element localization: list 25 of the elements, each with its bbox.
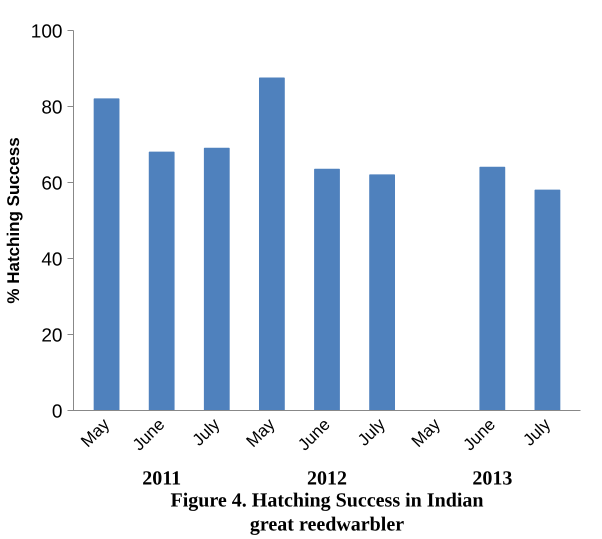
x-tick-label: May [408, 414, 444, 451]
y-tick-label: 40 [41, 250, 63, 270]
bar [534, 190, 560, 410]
x-tick-label: July [188, 414, 224, 450]
y-tick-label: 60 [41, 174, 63, 194]
y-axis-title: % Hatching Success [4, 137, 23, 304]
bar [204, 148, 230, 410]
x-tick-label: May [242, 414, 279, 451]
bar [94, 98, 120, 410]
x-tick-label: May [77, 414, 114, 451]
text: 2013 [472, 468, 512, 490]
text: Figure 4. Hatching Success in Indian great reedwarbler [170, 490, 484, 536]
y-tick-label: 100 [30, 22, 62, 42]
bar [148, 152, 175, 410]
bar [258, 78, 285, 410]
text: 2012 [307, 468, 347, 490]
y-tick-label: 0 [52, 402, 63, 422]
text: 2011 [142, 468, 182, 490]
x-tick-label: July [354, 414, 390, 450]
bar [369, 174, 396, 410]
bar [479, 166, 506, 410]
y-tick-label: 20 [41, 326, 63, 346]
y-tick-label: 80 [41, 98, 63, 118]
x-tick-label: July [519, 414, 555, 450]
bar [314, 168, 340, 410]
